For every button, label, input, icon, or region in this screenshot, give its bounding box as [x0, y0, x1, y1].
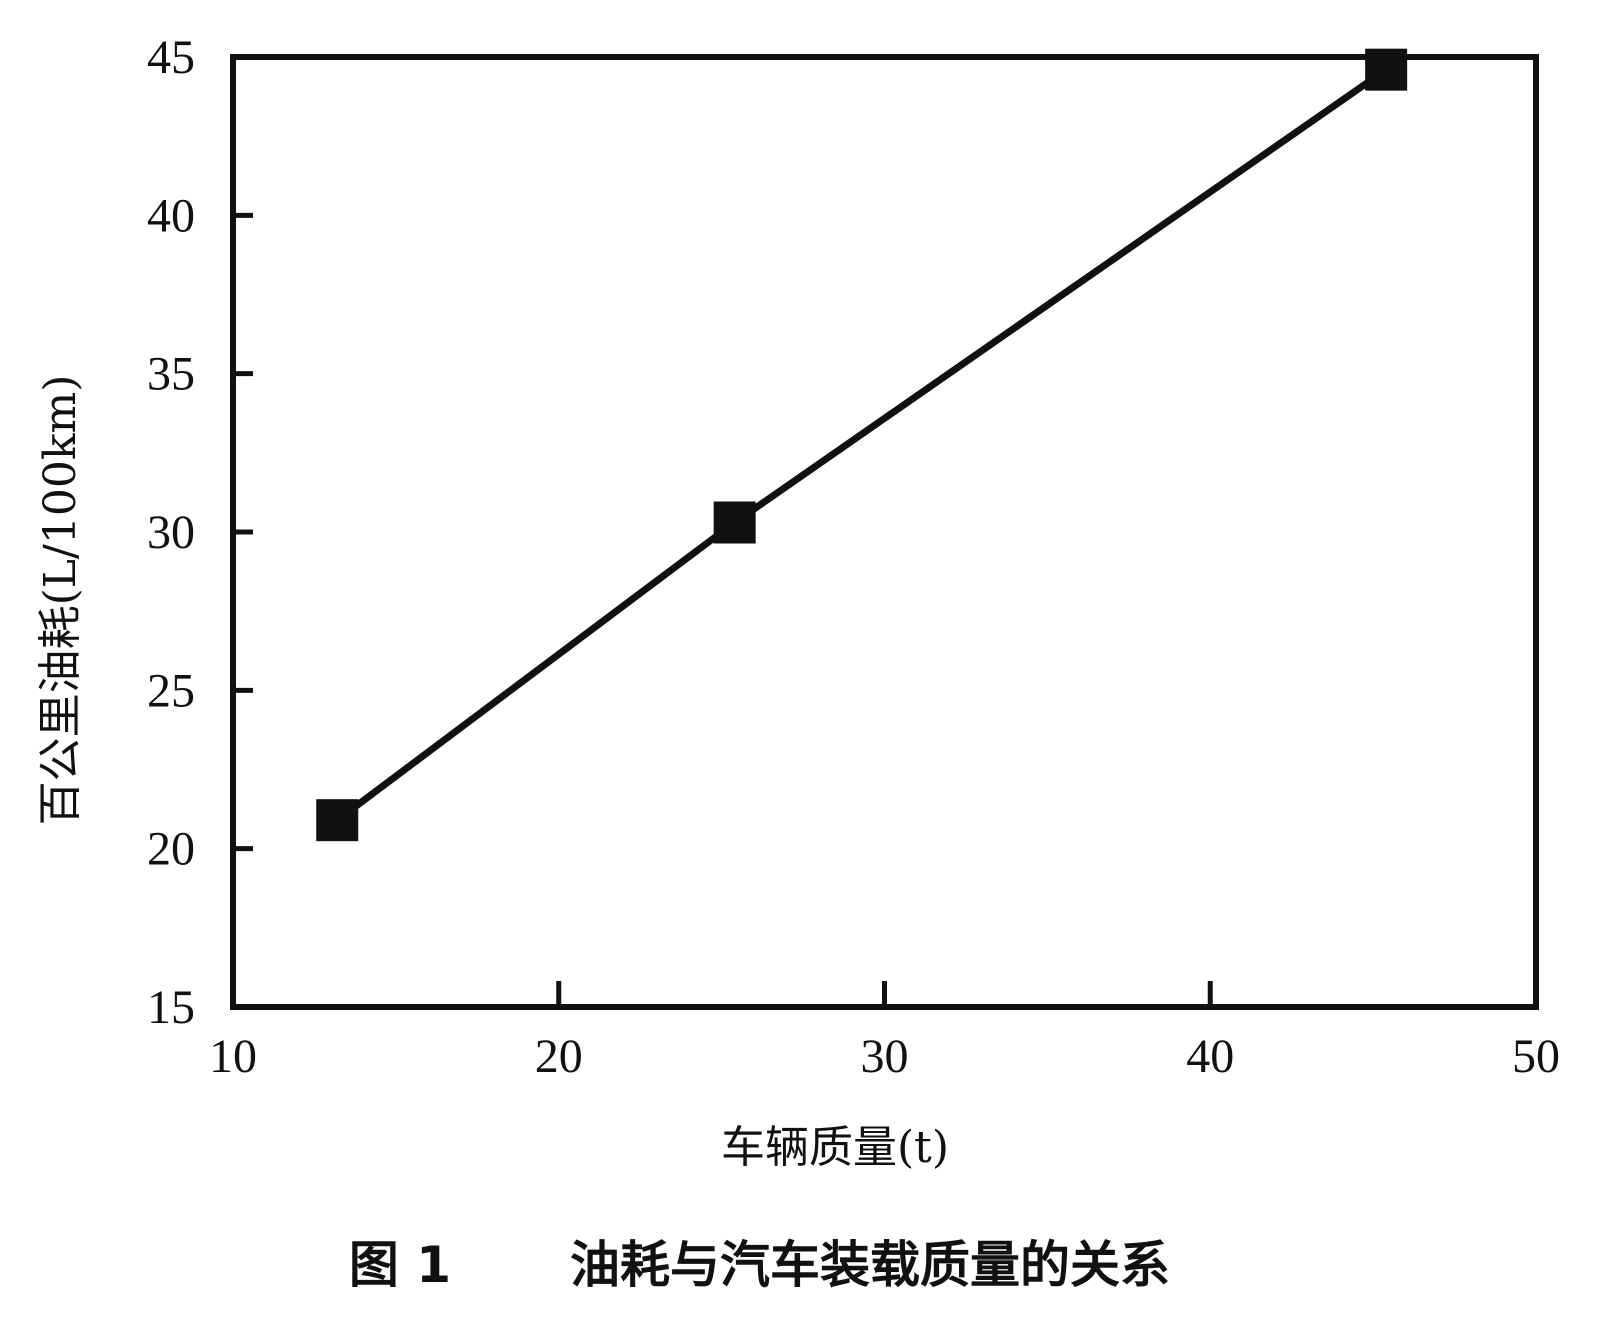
x-tick-label: 30: [861, 1030, 909, 1083]
y-axis-title: 百公里油耗(L/100km): [35, 375, 86, 826]
x-tick-label: 50: [1512, 1030, 1560, 1083]
series-layer: [316, 48, 1408, 842]
data-point-marker: [713, 501, 756, 544]
figure-caption-label: 图 1: [349, 1236, 451, 1294]
x-tick-label: 20: [535, 1030, 583, 1083]
x-axis-title: 车辆质量(t): [721, 1122, 949, 1173]
y-tick-label: 25: [147, 664, 195, 717]
data-point-marker: [1365, 48, 1408, 91]
x-tick-label: 10: [209, 1030, 257, 1083]
y-tick-label: 40: [147, 189, 195, 242]
y-tick-label: 30: [147, 506, 195, 559]
data-point-marker: [316, 799, 359, 842]
plot-frame: [230, 54, 1539, 1010]
x-tick-label: 40: [1186, 1030, 1234, 1083]
y-tick-label: 45: [147, 31, 195, 84]
tick-labels: 10 20 30 40 50 15 20 25 30 35 40 45: [147, 31, 1560, 1083]
y-tick-label: 20: [147, 823, 195, 876]
figure-caption-text: 油耗与汽车装载质量的关系: [570, 1236, 1170, 1294]
tick-marks: [233, 212, 1213, 1007]
y-tick-label: 15: [147, 981, 195, 1034]
series-line: [335, 66, 1389, 823]
y-tick-label: 35: [147, 348, 195, 401]
